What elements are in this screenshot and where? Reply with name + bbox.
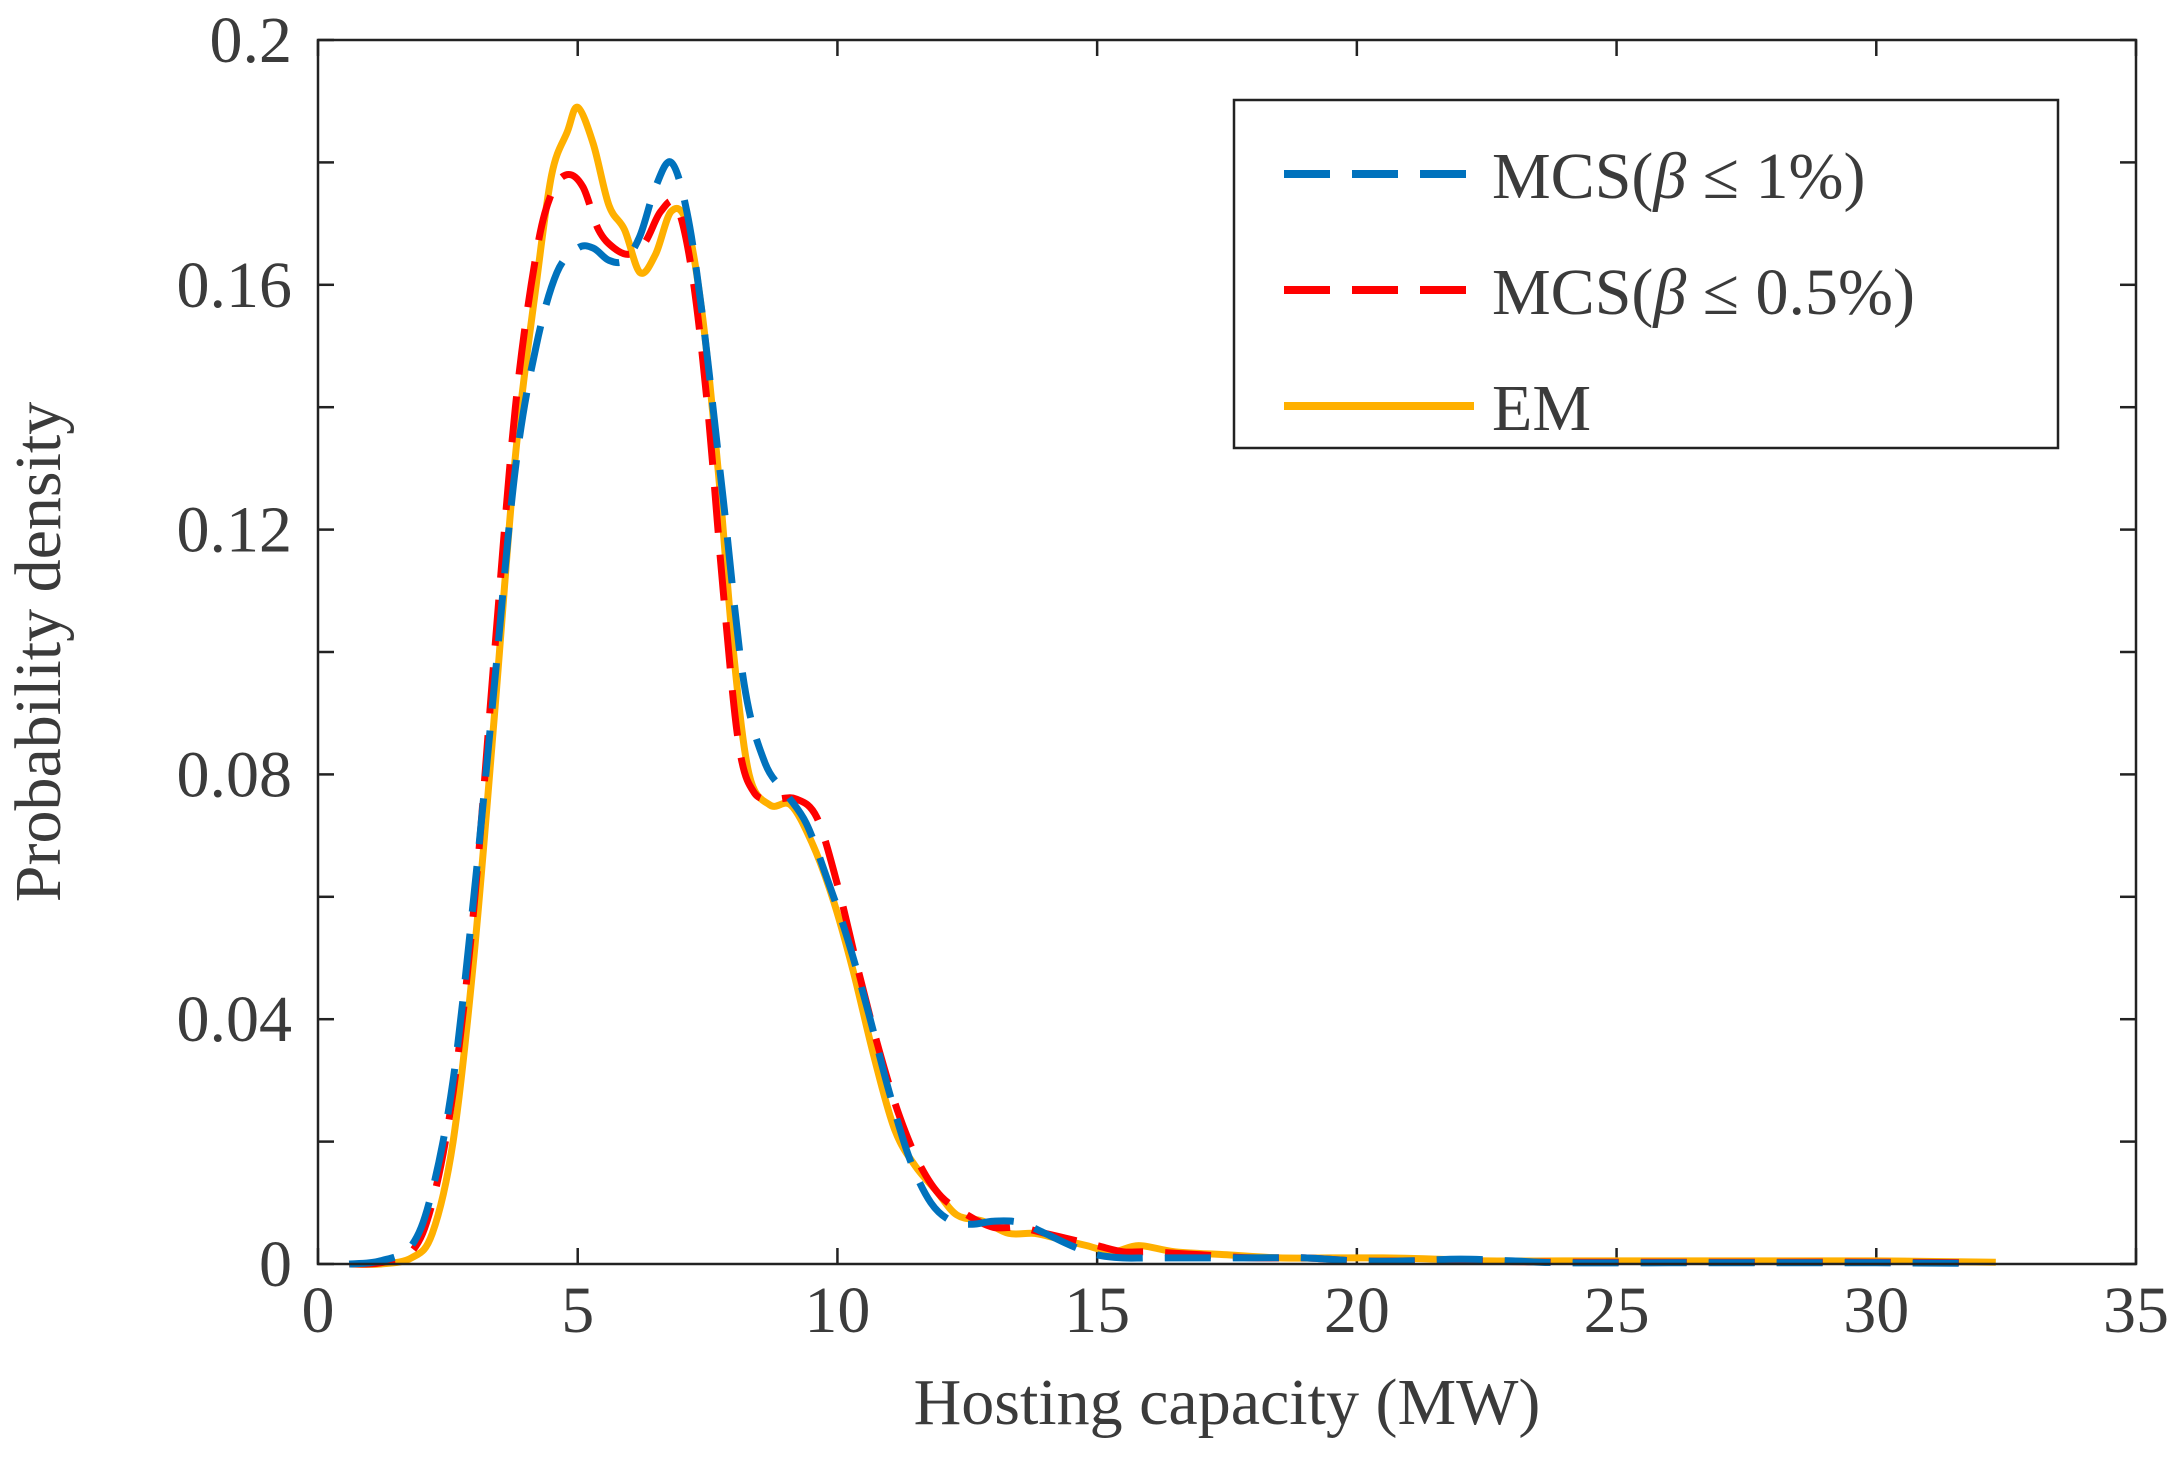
data-series bbox=[348, 103, 1996, 1268]
x-tick-label: 35 bbox=[2103, 1274, 2169, 1347]
x-tick-label: 20 bbox=[1324, 1274, 1390, 1347]
x-tick-label: 5 bbox=[561, 1274, 594, 1347]
legend-label-part: ≤ 1%) bbox=[1686, 140, 1865, 213]
y-tick-label: 0.2 bbox=[210, 4, 293, 77]
legend-label: EM bbox=[1492, 372, 1591, 445]
y-tick-label: 0 bbox=[259, 1228, 292, 1301]
y-tick-label: 0.08 bbox=[177, 738, 293, 811]
plot-frame bbox=[316, 38, 2138, 1266]
legend: MCS(β ≤ 1%)MCS(β ≤ 0.5%)EM bbox=[1232, 98, 2060, 450]
legend-label-part: EM bbox=[1492, 372, 1591, 445]
legend-label-part: β bbox=[1651, 140, 1686, 213]
y-tick-label: 0.04 bbox=[177, 983, 293, 1056]
x-tick-label: 30 bbox=[1843, 1274, 1909, 1347]
legend-label-part: β bbox=[1651, 256, 1686, 329]
axis-ticks bbox=[316, 38, 2138, 1266]
legend-label-part: MCS( bbox=[1492, 256, 1653, 329]
legend-label: MCS(β ≤ 0.5%) bbox=[1492, 256, 1915, 329]
x-tick-label: 0 bbox=[302, 1274, 335, 1347]
x-tick-label: 25 bbox=[1584, 1274, 1650, 1347]
tick-labels: 0 5 10 15 20 25 30 35 0 0.04 0.08 0.12 0.16 0.2 bbox=[177, 4, 2170, 1347]
legend-label-part: ≤ 0.5%) bbox=[1686, 256, 1915, 329]
x-tick-label: 10 bbox=[804, 1274, 870, 1347]
y-axis-title: Probability density bbox=[2, 402, 75, 902]
series-line-mcs-1pct bbox=[348, 158, 1981, 1268]
y-tick-label: 0.16 bbox=[177, 249, 293, 322]
legend-label: MCS(β ≤ 1%) bbox=[1492, 140, 1865, 213]
y-tick-label: 0.12 bbox=[177, 494, 293, 567]
legend-label-part: MCS( bbox=[1492, 140, 1653, 213]
x-tick-label: 15 bbox=[1064, 1274, 1130, 1347]
x-axis-title: Hosting capacity (MW) bbox=[914, 1366, 1541, 1439]
legend-box bbox=[1232, 98, 2060, 450]
